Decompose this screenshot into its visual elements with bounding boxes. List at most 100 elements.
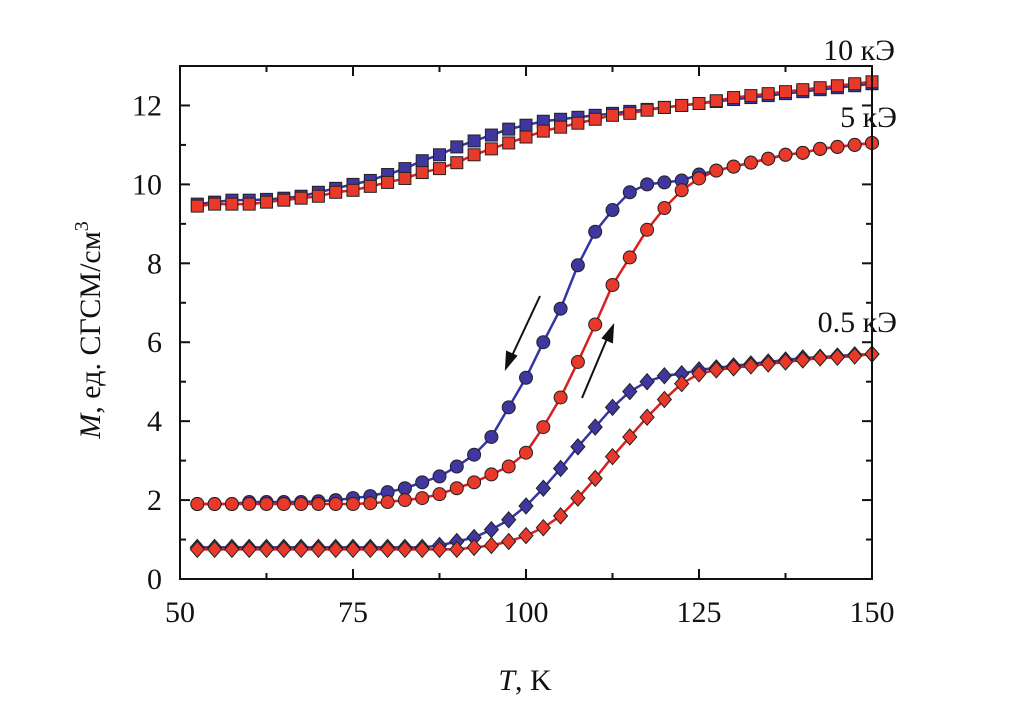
data-point [761,151,776,166]
data-point [847,347,863,365]
data-point [587,418,603,436]
data-point [552,507,569,525]
data-point [692,96,706,110]
data-point [259,497,274,512]
data-point [570,354,585,369]
arrow-head [601,323,615,344]
x-tick-label: 100 [504,596,549,629]
data-point [570,489,586,507]
data-point [190,199,204,213]
data-point [622,185,637,200]
data-point [518,526,534,545]
data-point [813,81,827,95]
data-point [415,475,430,490]
data-point [276,540,292,559]
data-point [553,301,568,316]
data-point [293,540,309,559]
data-point [260,195,273,209]
data-point [501,532,517,551]
data-point [656,390,673,409]
data-point [554,120,568,134]
data-point [605,278,620,293]
data-point [189,540,205,559]
data-point [415,154,429,168]
data-point [242,197,256,211]
data-point [277,193,291,207]
data-point [743,155,758,170]
data-point [483,520,500,539]
data-point [535,518,551,537]
data-point [639,372,655,391]
data-point [380,495,395,510]
data-point [224,497,239,512]
y-tick-label: 8 [147,247,162,280]
data-point [501,459,516,474]
data-point [484,467,499,482]
fit-line [197,352,873,551]
data-point [604,447,621,466]
data-point [467,134,481,148]
data-point [206,540,223,559]
data-point [467,148,481,162]
arrow-down [509,295,541,361]
data-point [329,185,343,199]
x-tick-label: 125 [677,596,722,629]
data-point [778,147,793,162]
data-point [518,497,534,515]
data-point [311,497,326,512]
data-point [623,106,637,120]
data-point [398,171,412,185]
data-point [571,116,585,130]
data-point [432,487,447,502]
data-point [691,365,707,383]
data-point [674,374,690,393]
data-point [656,367,673,385]
data-point [501,400,516,415]
data-point [311,189,325,203]
data-point [796,83,810,97]
data-point [519,130,533,144]
data-point [224,540,240,559]
data-point [379,540,396,559]
data-point [622,250,637,265]
data-point [484,142,498,156]
data-point [208,197,222,211]
data-point [258,540,275,559]
annotation: 10 кЭ [823,34,895,67]
fit-line [197,141,873,506]
data-point [242,497,257,512]
data-point [431,540,448,559]
data-point [640,177,655,192]
y-label-symbol: M [74,412,107,440]
x-label-symbol: T [498,664,517,697]
data-point [502,136,516,150]
data-point [605,203,620,218]
y-tick-label: 0 [147,563,162,596]
data-point [588,317,603,332]
arrows [504,295,615,399]
y-tick-label: 2 [147,484,162,517]
data-point [519,370,533,385]
data-point [397,493,412,508]
data-point [345,540,361,559]
data-point [812,349,828,367]
data-point [553,390,568,405]
data-point [830,139,845,154]
data-point [397,540,413,559]
data-point [829,348,846,366]
data-point [450,156,464,170]
data-point [501,511,517,529]
data-point [449,459,464,474]
data-point [606,108,619,122]
data-point [276,497,291,512]
data-point [674,183,689,198]
data-point [363,496,378,511]
data-point [381,175,395,189]
x-tick-label: 75 [338,596,368,629]
data-point [779,85,792,99]
data-point [328,540,344,559]
data-point [536,420,551,435]
data-point [848,77,862,91]
data-point [640,222,655,237]
